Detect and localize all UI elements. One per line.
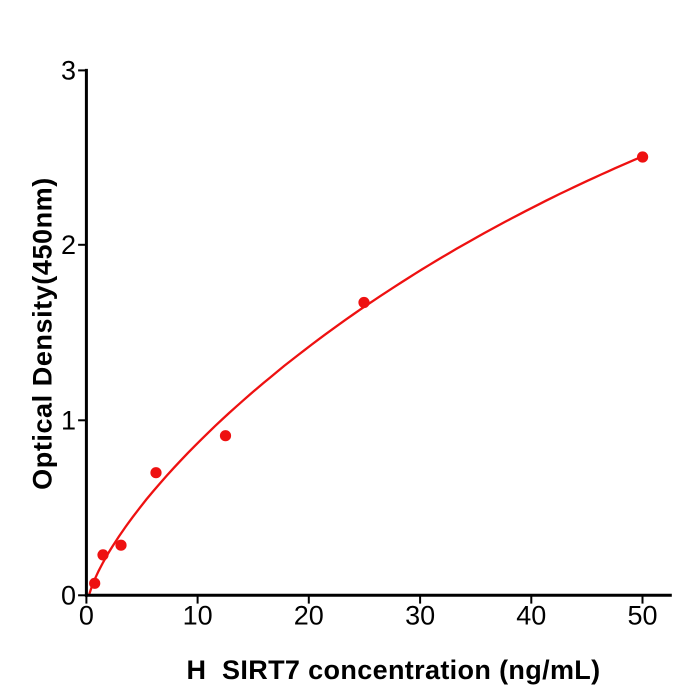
- svg-text:20: 20: [294, 601, 324, 631]
- svg-text:0: 0: [79, 601, 94, 631]
- svg-text:0: 0: [61, 581, 76, 611]
- svg-text:30: 30: [405, 601, 435, 631]
- svg-text:40: 40: [516, 601, 546, 631]
- svg-text:10: 10: [183, 601, 213, 631]
- svg-text:Optical Density(450nm): Optical Density(450nm): [28, 177, 58, 490]
- svg-text:1: 1: [61, 406, 76, 436]
- svg-text:50: 50: [627, 601, 657, 631]
- svg-text:2: 2: [61, 230, 76, 260]
- svg-text:H SIRT7 concentration (ng/mL): H SIRT7 concentration (ng/mL): [186, 655, 600, 685]
- svg-text:3: 3: [61, 56, 76, 86]
